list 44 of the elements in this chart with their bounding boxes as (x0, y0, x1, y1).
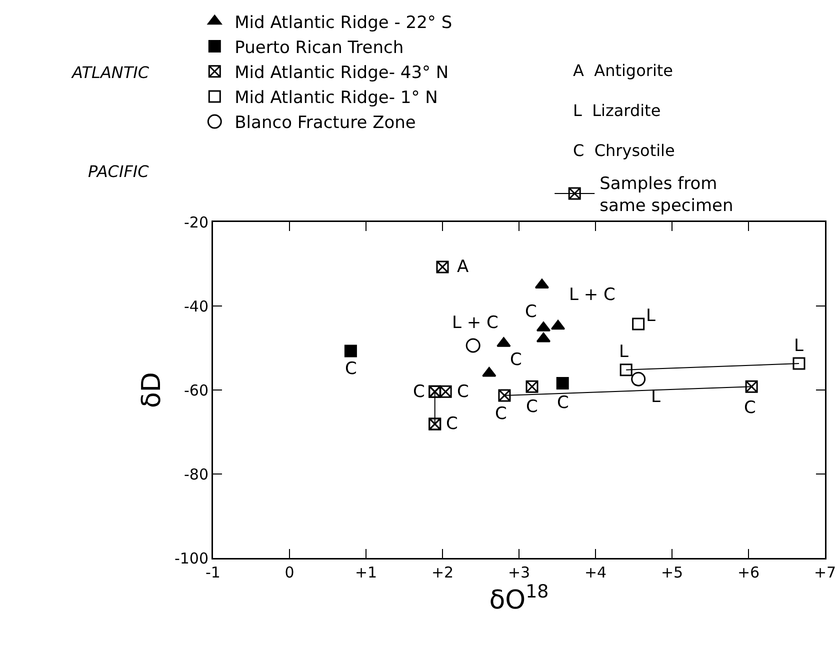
x-tick-label: -1 (206, 564, 220, 582)
x-tick-label: +1 (354, 564, 378, 582)
annotation: C (345, 359, 357, 379)
y-tick-label: -20 (184, 213, 208, 232)
legend-label: Mid Atlantic Ridge - 22° S (234, 12, 452, 33)
annotation: C (557, 393, 569, 413)
annotation: C (457, 382, 469, 402)
x-tick-label: +2 (431, 564, 454, 582)
x-axis-title: δO$^{18}$ (489, 582, 549, 616)
annotation: L (646, 306, 656, 326)
annotation: C (525, 302, 537, 322)
y-tick-label: -40 (184, 297, 208, 316)
annotation: C (446, 414, 458, 434)
x-tick-label: +3 (508, 564, 530, 582)
x-tick-label: 0 (284, 564, 294, 582)
annotation: L (651, 387, 661, 407)
text: C Chrysotile (573, 141, 675, 160)
annotation: C (744, 398, 756, 418)
annotation: C (510, 350, 522, 370)
legend-label: Mid Atlantic Ridge- 43° N (234, 62, 449, 83)
text: ATLANTIC (71, 63, 150, 82)
annotation: C (413, 382, 425, 402)
annotation: A (457, 257, 469, 277)
text: PACIFIC (88, 162, 150, 181)
x-tick-label: +5 (660, 564, 684, 582)
legend-label: Samples from same specimen (600, 174, 734, 216)
legend-label: Puerto Rican Trench (234, 38, 404, 58)
x-tick-label: +4 (584, 564, 607, 582)
annotation: C (526, 397, 538, 417)
annotation: L (619, 342, 629, 362)
text: L Lizardite (573, 101, 661, 120)
annotation: L + C (452, 313, 498, 333)
legend-label: Blanco Fracture Zone (234, 113, 416, 134)
y-tick-label: -80 (184, 465, 208, 484)
text: A Antigorite (573, 61, 674, 80)
y-tick-label: -100 (174, 549, 208, 568)
y-tick-label: -60 (184, 381, 208, 400)
y-axis-title: δD (137, 372, 168, 408)
x-tick-label: +6 (737, 564, 760, 582)
x-tick-label: +7 (814, 564, 836, 582)
annotation: L + C (569, 285, 616, 305)
annotation: L (794, 336, 804, 356)
annotation: C (495, 404, 507, 424)
legend-label: Mid Atlantic Ridge- 1° N (234, 88, 438, 108)
